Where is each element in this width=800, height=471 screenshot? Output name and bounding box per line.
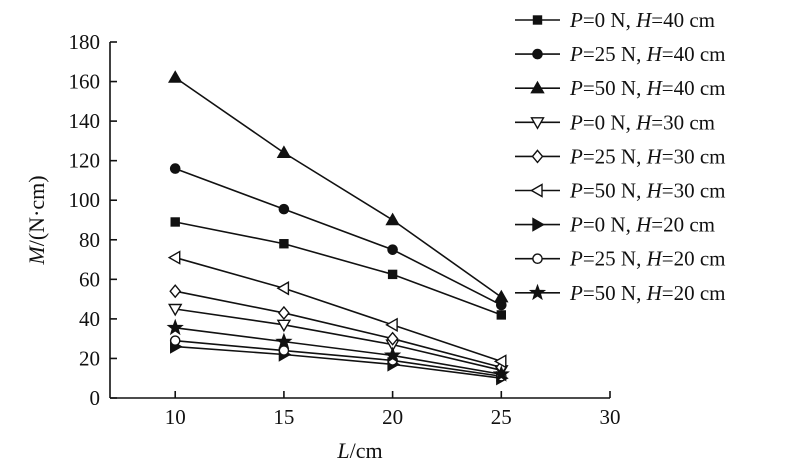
series-9 xyxy=(166,318,510,382)
legend: P=0 N, H=40 cm P=25 N, H=40 cm P=50 N, H=4… xyxy=(515,8,726,305)
legend-entry: P=0 N, H=30 cm xyxy=(515,110,715,134)
data-point xyxy=(170,217,180,227)
series-4 xyxy=(168,303,509,378)
y-tick-label: 120 xyxy=(69,149,101,173)
series-layer xyxy=(166,70,510,386)
y-tick-label: 20 xyxy=(79,346,100,370)
legend-marker xyxy=(530,183,543,198)
data-point xyxy=(166,318,184,336)
series-8 xyxy=(169,335,507,382)
legend-entry: P=25 N, H=40 cm xyxy=(515,42,726,66)
legend-label: P=0 N, H=20 cm xyxy=(569,213,715,237)
y-axis-title: M/(N·cm) xyxy=(24,175,49,265)
x-tick-label: 25 xyxy=(491,405,512,429)
legend-entry: P=0 N, H=20 cm xyxy=(515,213,715,237)
legend-entry: P=50 N, H=40 cm xyxy=(515,76,726,100)
series-line xyxy=(175,326,502,376)
x-tick-label: 30 xyxy=(600,405,621,429)
legend-entry: P=50 N, H=30 cm xyxy=(515,179,726,203)
y-tick-label: 180 xyxy=(69,30,101,54)
x-tick-label: 20 xyxy=(382,405,403,429)
data-point xyxy=(275,332,293,349)
legend-label: P=25 N, H=20 cm xyxy=(569,247,726,271)
series-line xyxy=(175,290,502,369)
x-tick-label: 10 xyxy=(165,405,186,429)
legend-entry: P=0 N, H=40 cm xyxy=(515,8,715,32)
y-tick-label: 140 xyxy=(69,109,101,133)
legend-label: P=50 N, H=40 cm xyxy=(569,76,726,100)
data-point xyxy=(492,365,510,382)
data-point xyxy=(278,345,290,356)
axes: 0 20 40 60 80 100 120 140 160 180 10 15 20 25 30 L/cm M/… xyxy=(24,30,621,463)
data-point xyxy=(168,70,183,83)
x-tick-label: 15 xyxy=(273,405,294,429)
series-line xyxy=(175,256,502,363)
legend-marker xyxy=(532,217,545,232)
series-6 xyxy=(167,250,507,369)
y-tick-label: 100 xyxy=(69,188,101,212)
data-point xyxy=(493,354,507,369)
series-line xyxy=(174,76,502,298)
data-point xyxy=(384,346,402,363)
data-point xyxy=(494,289,509,303)
y-tick-label: 160 xyxy=(69,70,101,94)
data-point xyxy=(169,284,182,299)
data-point xyxy=(167,250,181,265)
legend-label: P=50 N, H=30 cm xyxy=(569,179,726,203)
x-axis-title: L/cm xyxy=(336,438,382,463)
legend-label: P=25 N, H=30 cm xyxy=(569,144,726,168)
data-point xyxy=(279,239,289,249)
data-point xyxy=(387,244,398,255)
data-point xyxy=(168,303,183,317)
y-tick-label: 0 xyxy=(90,386,101,410)
y-tick-label: 80 xyxy=(79,228,100,252)
data-point xyxy=(385,317,398,333)
series-line xyxy=(175,308,502,372)
legend-label: P=0 N, H=30 cm xyxy=(569,110,715,134)
data-point xyxy=(386,331,399,346)
data-point xyxy=(278,305,290,321)
data-point xyxy=(169,335,181,346)
legend-label: P=50 N, H=20 cm xyxy=(569,281,726,305)
series-line xyxy=(174,167,502,306)
legend-marker xyxy=(532,253,543,265)
legend-entry: P=25 N, H=30 cm xyxy=(515,144,726,168)
legend-entry: P=50 N, H=20 cm xyxy=(515,281,726,305)
series-3 xyxy=(168,70,509,303)
data-point xyxy=(276,145,292,158)
legend-marker xyxy=(530,80,545,94)
legend-label: P=0 N, H=40 cm xyxy=(569,8,715,32)
data-point xyxy=(496,310,507,320)
data-point xyxy=(276,281,290,296)
series-1 xyxy=(170,217,507,320)
y-tick-label: 60 xyxy=(79,267,100,291)
series-line xyxy=(175,339,502,378)
legend-marker xyxy=(530,117,545,130)
legend-marker xyxy=(531,149,544,164)
legend-label: P=25 N, H=40 cm xyxy=(569,42,726,66)
data-point xyxy=(387,269,398,280)
data-point xyxy=(276,319,292,333)
legend-marker xyxy=(528,283,547,301)
data-point xyxy=(385,212,400,226)
series-line xyxy=(175,221,502,316)
data-point xyxy=(278,203,290,215)
series-5 xyxy=(169,284,508,375)
y-tick-label: 40 xyxy=(79,307,100,331)
data-point xyxy=(169,163,181,174)
legend-marker xyxy=(532,15,543,25)
legend-marker xyxy=(532,48,543,60)
series-line xyxy=(175,345,502,380)
legend-entry: P=25 N, H=20 cm xyxy=(515,247,726,271)
